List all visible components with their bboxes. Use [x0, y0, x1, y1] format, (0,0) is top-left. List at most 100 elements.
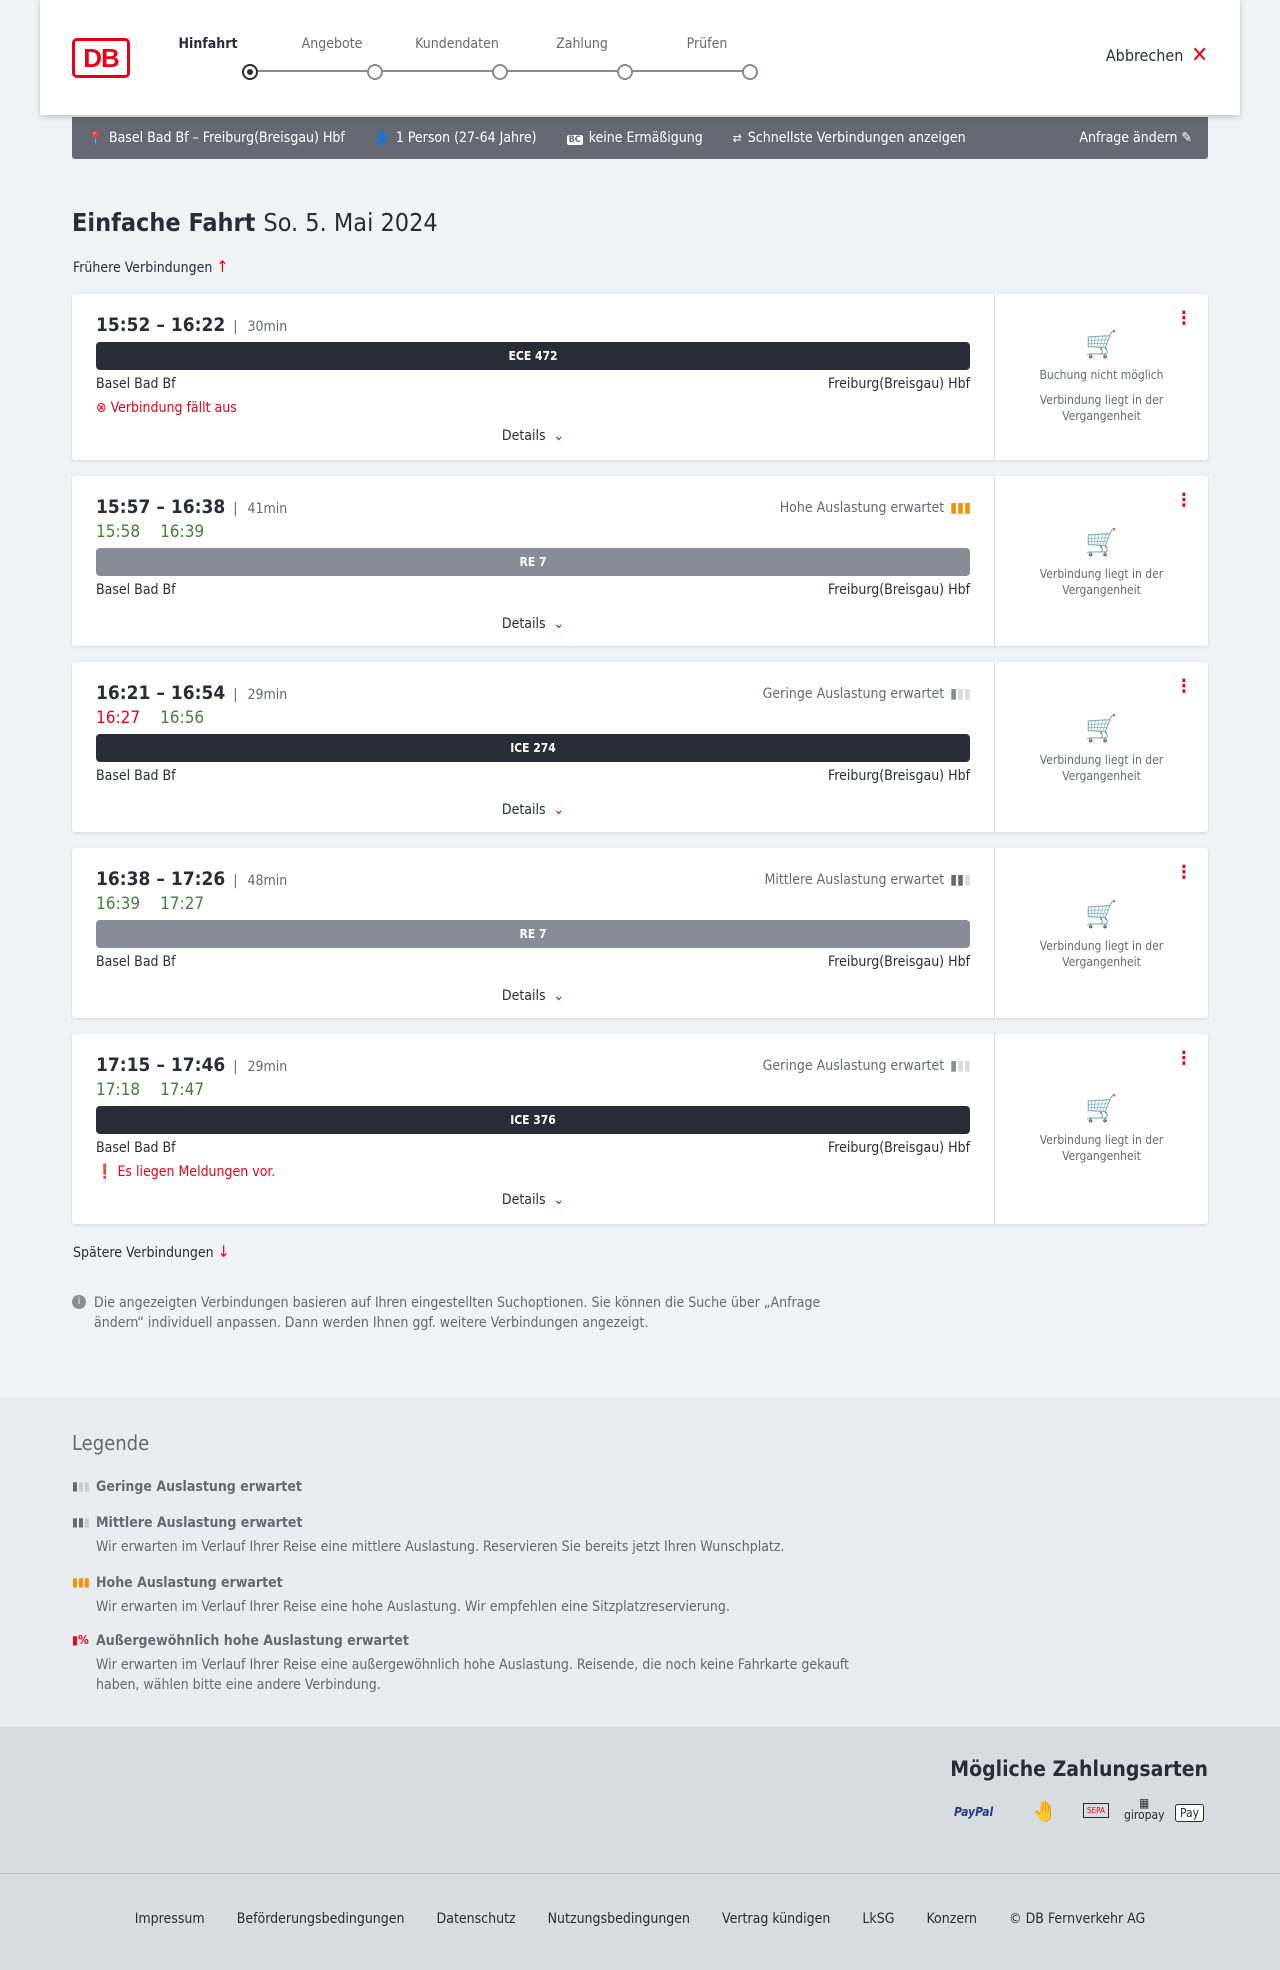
- chevron-down-icon: ⌄: [553, 988, 565, 1004]
- details-toggle[interactable]: Details ⌄: [501, 802, 565, 818]
- step-dot: [492, 64, 508, 80]
- booking-panel: ⋮ 🛒 Verbindung liegt in der Vergangenhei…: [994, 1034, 1208, 1224]
- header: DB Hinfahrt Angebote Kundendaten Zahlung…: [40, 0, 1240, 115]
- details-toggle[interactable]: Details ⌄: [501, 616, 565, 632]
- page-title: Einfache Fahrt So. 5. Mai 2024: [72, 208, 438, 237]
- trip-date: So. 5. Mai 2024: [263, 208, 438, 237]
- past-notice: Verbindung liegt in der Vergangenheit: [1039, 567, 1164, 597]
- more-options-icon[interactable]: ⋮: [1175, 490, 1192, 511]
- earlier-label: Frühere Verbindungen: [73, 260, 213, 276]
- medium-load-icon: ▮▮▮: [72, 1515, 90, 1529]
- more-options-icon[interactable]: ⋮: [1175, 862, 1192, 883]
- footer-link-konzern[interactable]: Konzern: [926, 1911, 977, 1927]
- arrow-up-icon: ↑: [216, 257, 229, 276]
- step-angebote: Angebote: [301, 36, 363, 52]
- destination-station: Freiburg(Breisgau) Hbf: [827, 768, 970, 784]
- footer-copyright: © DB Fernverkehr AG: [1009, 1911, 1146, 1927]
- edit-request-button[interactable]: Anfrage ändern ✎: [1079, 130, 1192, 146]
- swap-arrows-icon: ⇄: [732, 131, 742, 145]
- connection-time: 15:57 – 16:3841min: [96, 496, 287, 518]
- train-bar: RE 7: [96, 548, 970, 576]
- load-indicator: Geringe Auslastung erwartet ▮▮▮: [762, 1058, 971, 1074]
- close-icon: ✕: [1191, 42, 1208, 68]
- more-options-icon[interactable]: ⋮: [1175, 1048, 1192, 1069]
- duration: 29min: [233, 1059, 287, 1075]
- footer-link-befoerderungsbedingungen[interactable]: Beförderungsbedingungen: [236, 1911, 405, 1927]
- origin-station: Basel Bad Bf: [96, 1140, 176, 1156]
- discount-text: keine Ermäßigung: [588, 130, 703, 146]
- connection-card[interactable]: 15:57 – 16:3841min Hohe Auslastung erwar…: [72, 476, 1208, 646]
- origin-station: Basel Bad Bf: [96, 376, 176, 392]
- cancel-button[interactable]: Abbrechen ✕: [1105, 42, 1208, 68]
- apple-pay-logo: Pay: [1175, 1804, 1204, 1822]
- step-hinfahrt: Hinfahrt: [178, 36, 238, 52]
- step-dot: [617, 64, 633, 80]
- connection-card[interactable]: 16:38 – 17:2648min Mittlere Auslastung e…: [72, 848, 1208, 1018]
- earlier-connections-link[interactable]: Frühere Verbindungen ↑: [73, 257, 228, 276]
- passenger-text: 1 Person (27-64 Jahre): [395, 130, 537, 146]
- booking-panel: ⋮ 🛒 Buchung nicht möglich Verbindung lie…: [994, 294, 1208, 460]
- step-dot: [742, 64, 758, 80]
- cancel-label: Abbrechen: [1105, 46, 1184, 65]
- chevron-down-icon: ⌄: [553, 428, 565, 444]
- legend-item-low: ▮▮▮ Geringe Auslastung erwartet: [72, 1479, 302, 1495]
- alert-circle-icon: ❗: [96, 1164, 114, 1180]
- connection-time: 16:21 – 16:5429min: [96, 682, 287, 704]
- duration: 29min: [233, 687, 287, 703]
- booking-panel: ⋮ 🛒 Verbindung liegt in der Vergangenhei…: [994, 476, 1208, 646]
- load-indicator: Hohe Auslastung erwartet ▮▮▮: [779, 500, 971, 516]
- destination-station: Freiburg(Breisgau) Hbf: [827, 1140, 970, 1156]
- route-text: Basel Bad Bf – Freiburg(Breisgau) Hbf: [108, 130, 345, 146]
- load-indicator: Geringe Auslastung erwartet ▮▮▮: [762, 686, 971, 702]
- high-load-icon: ▮▮▮: [950, 500, 971, 516]
- bahncard-icon: BC: [566, 135, 583, 145]
- progress-stepper: Hinfahrt Angebote Kundendaten Zahlung Pr…: [178, 36, 800, 86]
- connection-time: 16:38 – 17:2648min: [96, 868, 287, 890]
- footer-link-datenschutz[interactable]: Datenschutz: [436, 1911, 516, 1927]
- later-connections-link[interactable]: Spätere Verbindungen ↓: [73, 1242, 230, 1261]
- pencil-icon: ✎: [1181, 130, 1192, 146]
- step-dot-active: [242, 64, 258, 80]
- booking-panel: ⋮ 🛒 Verbindung liegt in der Vergangenhei…: [994, 848, 1208, 1018]
- details-toggle[interactable]: Details ⌄: [501, 1192, 565, 1208]
- connection-time: 15:52 – 16:2230min: [96, 314, 287, 336]
- booking-status: Buchung nicht möglich: [1039, 368, 1164, 382]
- error-circle-icon: ⊗: [96, 400, 107, 416]
- cancellation-message: ⊗ Verbindung fällt aus: [96, 400, 237, 416]
- footer-link-vertrag-kuendigen[interactable]: Vertrag kündigen: [722, 1911, 831, 1927]
- past-notice: Verbindung liegt in der Vergangenheit: [1039, 939, 1164, 969]
- route-summary: 📍 Basel Bad Bf – Freiburg(Breisgau) Hbf: [88, 130, 345, 146]
- destination-station: Freiburg(Breisgau) Hbf: [827, 582, 970, 598]
- medium-load-icon: ▮▮▮: [950, 872, 971, 888]
- low-load-icon: ▮▮▮: [72, 1479, 90, 1493]
- notice-message: ❗ Es liegen Meldungen vor.: [96, 1164, 276, 1180]
- more-options-icon[interactable]: ⋮: [1175, 308, 1192, 329]
- destination-station: Freiburg(Breisgau) Hbf: [827, 376, 970, 392]
- footer-link-nutzungsbedingungen[interactable]: Nutzungsbedingungen: [547, 1911, 691, 1927]
- trip-type: Einfache Fahrt: [72, 208, 256, 237]
- footer-link-impressum[interactable]: Impressum: [134, 1911, 205, 1927]
- step-zahlung: Zahlung: [556, 36, 608, 52]
- paypal-logo: PayPal: [954, 1805, 994, 1819]
- origin-station: Basel Bad Bf: [96, 768, 176, 784]
- footer-link-lksg[interactable]: LkSG: [862, 1911, 895, 1927]
- search-info-note: i Die angezeigten Verbindungen basieren a…: [72, 1293, 852, 1333]
- legend-section: Legende ▮▮▮ Geringe Auslastung erwartet ▮…: [0, 1397, 1280, 1727]
- option-summary: ⇄ Schnellste Verbindungen anzeigen: [733, 130, 966, 146]
- cart-unavailable-icon: 🛒: [1085, 1094, 1118, 1124]
- step-pruefen: Prüfen: [686, 36, 728, 52]
- cart-unavailable-icon: 🛒: [1085, 714, 1118, 744]
- more-options-icon[interactable]: ⋮: [1175, 676, 1192, 697]
- origin-station: Basel Bad Bf: [96, 954, 176, 970]
- db-logo[interactable]: DB: [72, 38, 130, 78]
- giropay-logo: ▦ giropay: [1124, 1796, 1165, 1822]
- details-toggle[interactable]: Details ⌄: [501, 428, 565, 444]
- duration: 41min: [233, 501, 287, 517]
- details-toggle[interactable]: Details ⌄: [501, 988, 565, 1004]
- train-bar: ECE 472: [96, 342, 970, 370]
- low-load-icon: ▮▮▮: [950, 1058, 971, 1074]
- connection-card[interactable]: 15:52 – 16:2230min ECE 472 Basel Bad Bf …: [72, 294, 1208, 460]
- info-text: Die angezeigten Verbindungen basieren au…: [94, 1295, 821, 1331]
- connection-card[interactable]: 16:21 – 16:5429min Geringe Auslastung er…: [72, 662, 1208, 832]
- connection-card[interactable]: 17:15 – 17:4629min Geringe Auslastung er…: [72, 1034, 1208, 1224]
